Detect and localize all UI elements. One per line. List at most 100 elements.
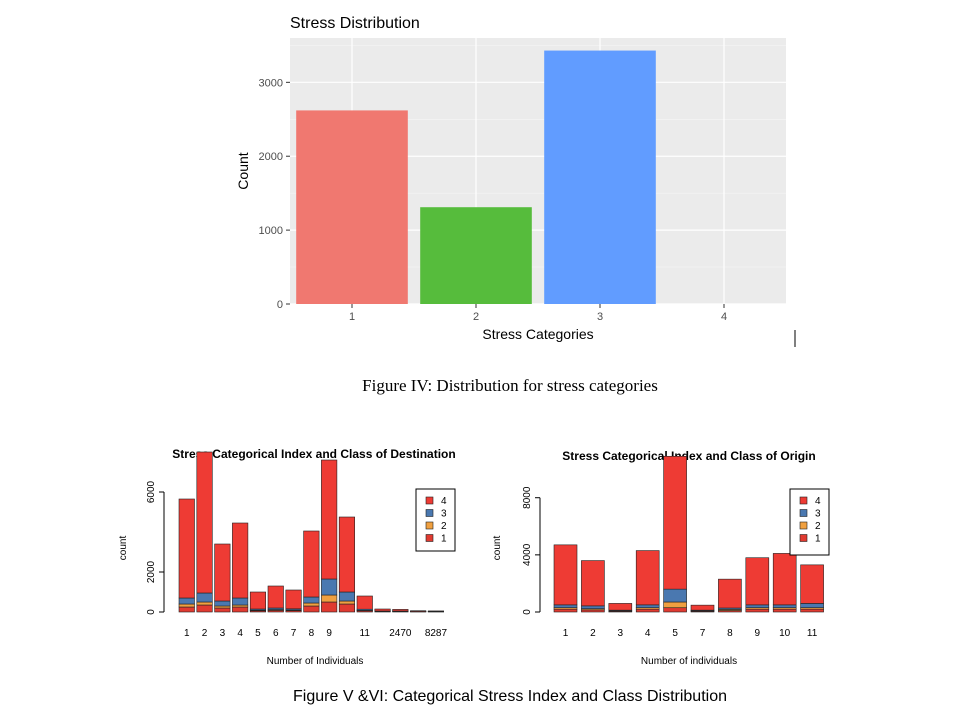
y-axis: 0 2000 6000 [146,480,165,615]
bar-segment-4 [178,498,195,599]
legend-swatch-2 [799,521,808,530]
bar-segment-1 [178,606,195,613]
figure-v-vi-caption: Figure V &VI: Categorical Stress Index a… [293,688,727,705]
bar-3 [544,50,656,304]
x-tick-label: 1 [184,628,190,639]
x-tick-label: 11 [807,628,818,639]
bar-segment-4 [232,522,249,599]
bar-segment-4 [267,585,284,609]
x-tick-label: 9 [755,628,761,639]
bar-segment-4 [800,564,824,604]
bars [553,455,824,613]
bar-segment-3 [196,592,213,603]
bar-segment-1 [663,607,687,613]
bar-segment-1 [635,608,660,613]
legend-box [789,488,830,556]
legend-label: 3 [815,509,821,520]
bar-segment-4 [427,610,445,612]
bar-segment-3 [214,600,231,607]
bar-segment-4 [745,557,770,606]
y-tick-label: 4000 [522,543,533,566]
x-tick-labels: 1 2 3 4 5 7 8 9 10 11 [563,628,818,639]
bar-segment-3 [232,597,249,606]
legend: 4 32 1 [789,488,830,556]
x-tick-label: 10 [779,628,791,639]
bar-segment-4 [374,608,391,612]
x-tick-label: 11 [360,628,371,639]
legend-swatch-1 [799,534,808,542]
bar-segment-4 [718,578,742,609]
bar-segment-3 [663,588,687,603]
legend-box [415,488,456,552]
x-tick-label: 6 [273,628,279,639]
y-tick-label: 2000 [259,151,283,163]
y-axis-label: count [118,536,129,561]
bar-segment-4 [608,603,633,611]
bar-segment-1 [745,608,770,613]
y-tick-label: 6000 [146,480,157,503]
bar-segment-2 [338,600,356,605]
legend-label: 3 [441,509,447,520]
x-tick-label: 3 [597,311,603,323]
legend-swatch-4 [425,496,434,505]
bar-segment-4 [690,604,715,611]
y-tick-label: 0 [146,609,157,615]
x-tick-label: 1 [563,628,569,639]
bar-segment-3 [635,604,660,609]
bar-segment-4 [196,451,213,594]
y-axis-label: Count [235,152,251,189]
x-tick-label: 2 [202,628,208,639]
bar-segment-4 [214,543,231,602]
bar-segment-4 [581,560,605,607]
bar-segment-4 [303,530,320,598]
figure-iv-caption: Figure IV: Distribution for stress categ… [362,376,658,395]
legend-label: 1 [441,534,447,545]
bar-segment-4 [356,595,373,610]
x-tick-label: 4 [645,628,651,639]
bar-segment-4 [553,544,578,606]
bar-segment-3 [178,597,195,605]
x-tick-label: 9 [326,628,332,639]
bar-segment-3 [553,604,578,609]
x-tick-label: 5 [255,628,261,639]
bar-segment-3 [303,596,320,604]
bar-segment-4 [338,516,356,593]
legend-swatch-4 [799,496,808,505]
bar-segment-3 [321,578,338,596]
origin-chart: Stress Categorical Index and Class of Or… [492,449,830,667]
x-tick-label: 8287 [425,628,448,639]
bar-segment-4 [772,553,797,606]
legend-label: 1 [815,534,821,545]
bar-segment-2 [196,601,213,606]
x-tick-label: 1 [349,311,355,323]
bars [178,451,445,613]
y-tick-label: 8000 [522,486,533,509]
legend-swatch-3 [425,509,434,517]
y-tick-label: 1000 [259,225,283,237]
x-tick-label: 3 [618,628,624,639]
bar-segment-1 [338,603,356,613]
x-tick-labels: 1 2 3 4 [349,304,727,323]
bar-segment-1 [553,608,578,613]
bar-segment-4 [321,459,338,580]
bar-segment-1 [196,604,213,613]
legend-label: 2 [441,521,447,532]
bar-segment-2 [303,602,320,607]
bar-segment-2 [663,601,687,609]
legend-swatch-2 [425,521,434,530]
bar-segment-4 [249,591,266,610]
bar-segment-3 [772,604,797,609]
x-tick-label: 4 [237,628,243,639]
bar-segment-2 [178,603,195,608]
legend-label: 4 [441,496,447,507]
x-tick-label: 4 [721,311,727,323]
bar-segment-1 [800,608,824,613]
y-tick-label: 2000 [146,560,157,583]
y-axis-label: count [492,536,503,561]
bar-segment-4 [285,589,302,610]
bar-segment-1 [581,609,605,613]
x-axis-label: Number of individuals [641,656,737,667]
legend-swatch-3 [799,509,808,517]
x-tick-label: 3 [220,628,226,639]
